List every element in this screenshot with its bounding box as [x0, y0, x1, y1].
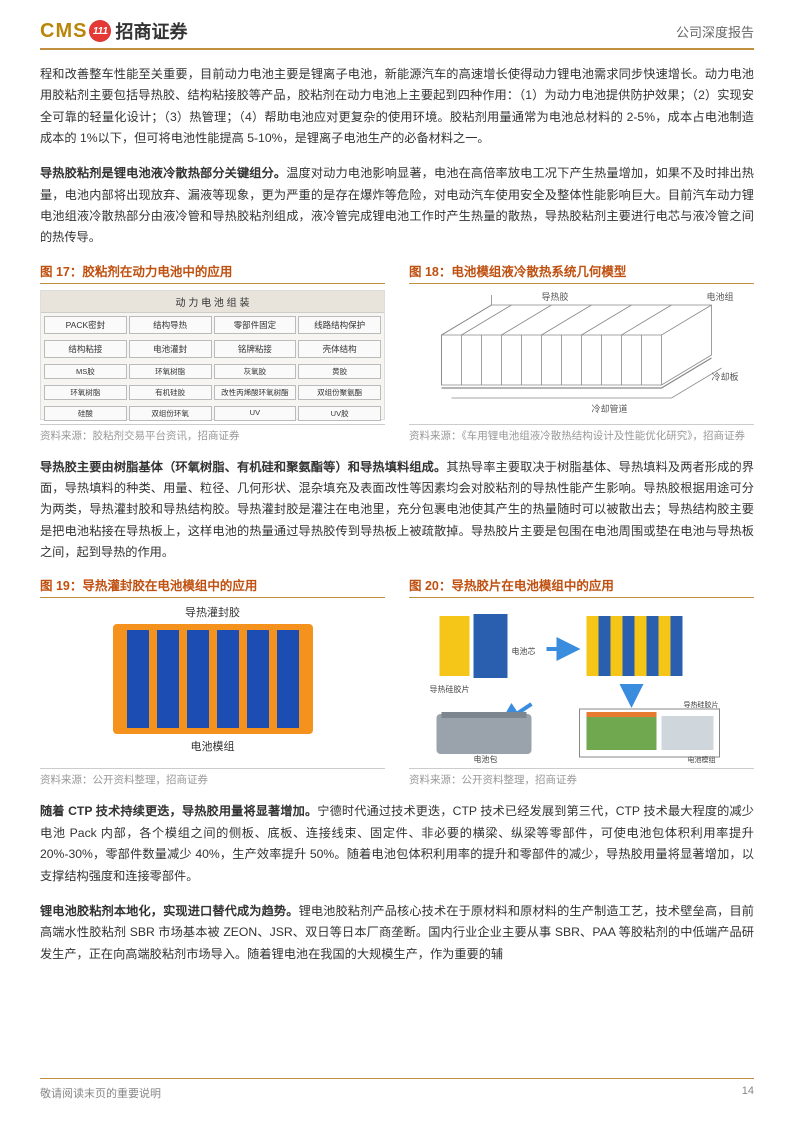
fig19-bar: [157, 630, 179, 728]
fig20-title: 图 20：导热胶片在电池模组中的应用: [409, 575, 754, 598]
fig17-s8: UV胶: [298, 406, 381, 421]
fig17-s7: UV: [214, 406, 297, 421]
fig20-l-cell: 电池芯: [512, 646, 536, 656]
fig20-l-sheet: 导热硅胶片: [430, 684, 470, 694]
fig17-r1c3: 零部件固定: [214, 316, 297, 334]
fig17-s4: 双组份聚氨酯: [298, 385, 381, 400]
para5-lead: 锂电池胶粘剂本地化，实现进口替代成为趋势。: [40, 904, 299, 918]
fig17-r1c4: 线路结构保护: [298, 316, 381, 334]
paragraph-2: 导热胶粘剂是锂电池液冷散热部分关键组分。温度对动力电池影响显著，电池在高倍率放电…: [40, 163, 754, 248]
fig19-diagram: 导热灌封胶 电池模组: [40, 604, 385, 764]
para2-lead: 导热胶粘剂是锂电池液冷散热部分关键组分。: [40, 166, 286, 180]
fig19-graphic: [113, 624, 313, 734]
logo-en: CMS: [40, 20, 87, 43]
fig17-r1c2: 结构导热: [129, 316, 212, 334]
fig18-title: 图 18：电池模组液冷散热系统几何模型: [409, 261, 754, 284]
fig18-label-pipe: 冷却管道: [592, 403, 628, 414]
fig17-s5: 硅酸: [44, 406, 127, 421]
page-header: CMS 111 招商证券 公司深度报告: [40, 0, 754, 44]
fig19-bar: [217, 630, 239, 728]
fig20-l-module: 电池模组: [688, 755, 716, 764]
fig17-r2c2: 电池灌封: [129, 340, 212, 358]
fig20-diagram: 导热硅胶片 电池芯 电池包: [409, 604, 754, 764]
fig18-label-glue: 导热胶: [542, 291, 569, 302]
fig17-s6: 双组份环氧: [129, 406, 212, 421]
fig19-bar: [127, 630, 149, 728]
para3-lead: 导热胶主要由树脂基体（环氧树脂、有机硅和聚氨酯等）和导热填料组成。: [40, 460, 446, 474]
fig17-r2c3: 铭牌粘接: [214, 340, 297, 358]
fig20-l-pack: 电池包: [474, 754, 498, 764]
header-divider: [40, 48, 754, 50]
logo-badge-icon: 111: [89, 20, 111, 42]
fig19-label-top: 导热灌封胶: [40, 604, 385, 620]
fig17-r1c1: PACK密封: [44, 316, 127, 334]
footer-note: 敬请阅读末页的重要说明: [40, 1085, 161, 1101]
fig19-bar: [247, 630, 269, 728]
page-footer: 敬请阅读末页的重要说明 14: [40, 1078, 754, 1101]
page-number: 14: [742, 1085, 754, 1101]
fig19-bar: [277, 630, 299, 728]
logo: CMS 111 招商证券: [40, 18, 187, 44]
logo-cn: 招商证券: [115, 18, 187, 44]
fig18-diagram: 导热胶 电池组 冷却板 冷却管道: [409, 290, 754, 420]
paragraph-5: 锂电池胶粘剂本地化，实现进口替代成为趋势。锂电池胶粘剂产品核心技术在于原材料和原…: [40, 901, 754, 965]
para3-rest: 其热导率主要取决于树脂基体、导热填料及两者形成的界面，导热填料的种类、用量、粒径…: [40, 460, 754, 559]
fig17-s3: 改性丙烯酸环氧树酯: [214, 385, 297, 400]
fig17-r2c1: 结构粘接: [44, 340, 127, 358]
fig19-title: 图 19：导热灌封胶在电池模组中的应用: [40, 575, 385, 598]
fig17-diagram: 动 力 电 池 组 装 PACK密封 结构导热 零部件固定 线路结构保护 结构粘…: [40, 290, 385, 420]
fig18-label-plate: 冷却板: [712, 371, 739, 382]
fig19-src: 资料来源：公开资料整理，招商证券: [40, 768, 385, 787]
fig17-b2: 环氧树脂: [129, 364, 212, 379]
fig17-b4: 黄胶: [298, 364, 381, 379]
fig20-src: 资料来源：公开资料整理，招商证券: [409, 768, 754, 787]
fig17-title: 图 17：胶粘剂在动力电池中的应用: [40, 261, 385, 284]
paragraph-3: 导热胶主要由树脂基体（环氧树脂、有机硅和聚氨酯等）和导热填料组成。其热导率主要取…: [40, 457, 754, 564]
fig18-src: 资料来源：《车用锂电池组液冷散热结构设计及性能优化研究》，招商证券: [409, 424, 754, 443]
fig20-l-sheet2: 导热硅胶片: [684, 700, 719, 709]
fig17-r2c4: 壳体结构: [298, 340, 381, 358]
fig17-src: 资料来源：胶粘剂交易平台资讯，招商证券: [40, 424, 385, 443]
fig17-header: 动 力 电 池 组 装: [41, 291, 384, 313]
paragraph-1: 程和改善整车性能至关重要，目前动力电池主要是锂离子电池，新能源汽车的高速增长使得…: [40, 64, 754, 149]
fig17-s1: 环氧树脂: [44, 385, 127, 400]
paragraph-4: 随着 CTP 技术持续更迭，导热胶用量将显著增加。宁德时代通过技术更迭，CTP …: [40, 801, 754, 886]
fig17-s2: 有机硅胶: [129, 385, 212, 400]
fig19-label-bottom: 电池模组: [40, 738, 385, 754]
fig17-b3: 灰氧胶: [214, 364, 297, 379]
fig19-bar: [187, 630, 209, 728]
doc-type: 公司深度报告: [676, 22, 754, 41]
fig18-label-cell: 电池组: [707, 291, 734, 302]
fig17-b1: MS胶: [44, 364, 127, 379]
para4-lead: 随着 CTP 技术持续更迭，导热胶用量将显著增加。: [40, 804, 317, 818]
